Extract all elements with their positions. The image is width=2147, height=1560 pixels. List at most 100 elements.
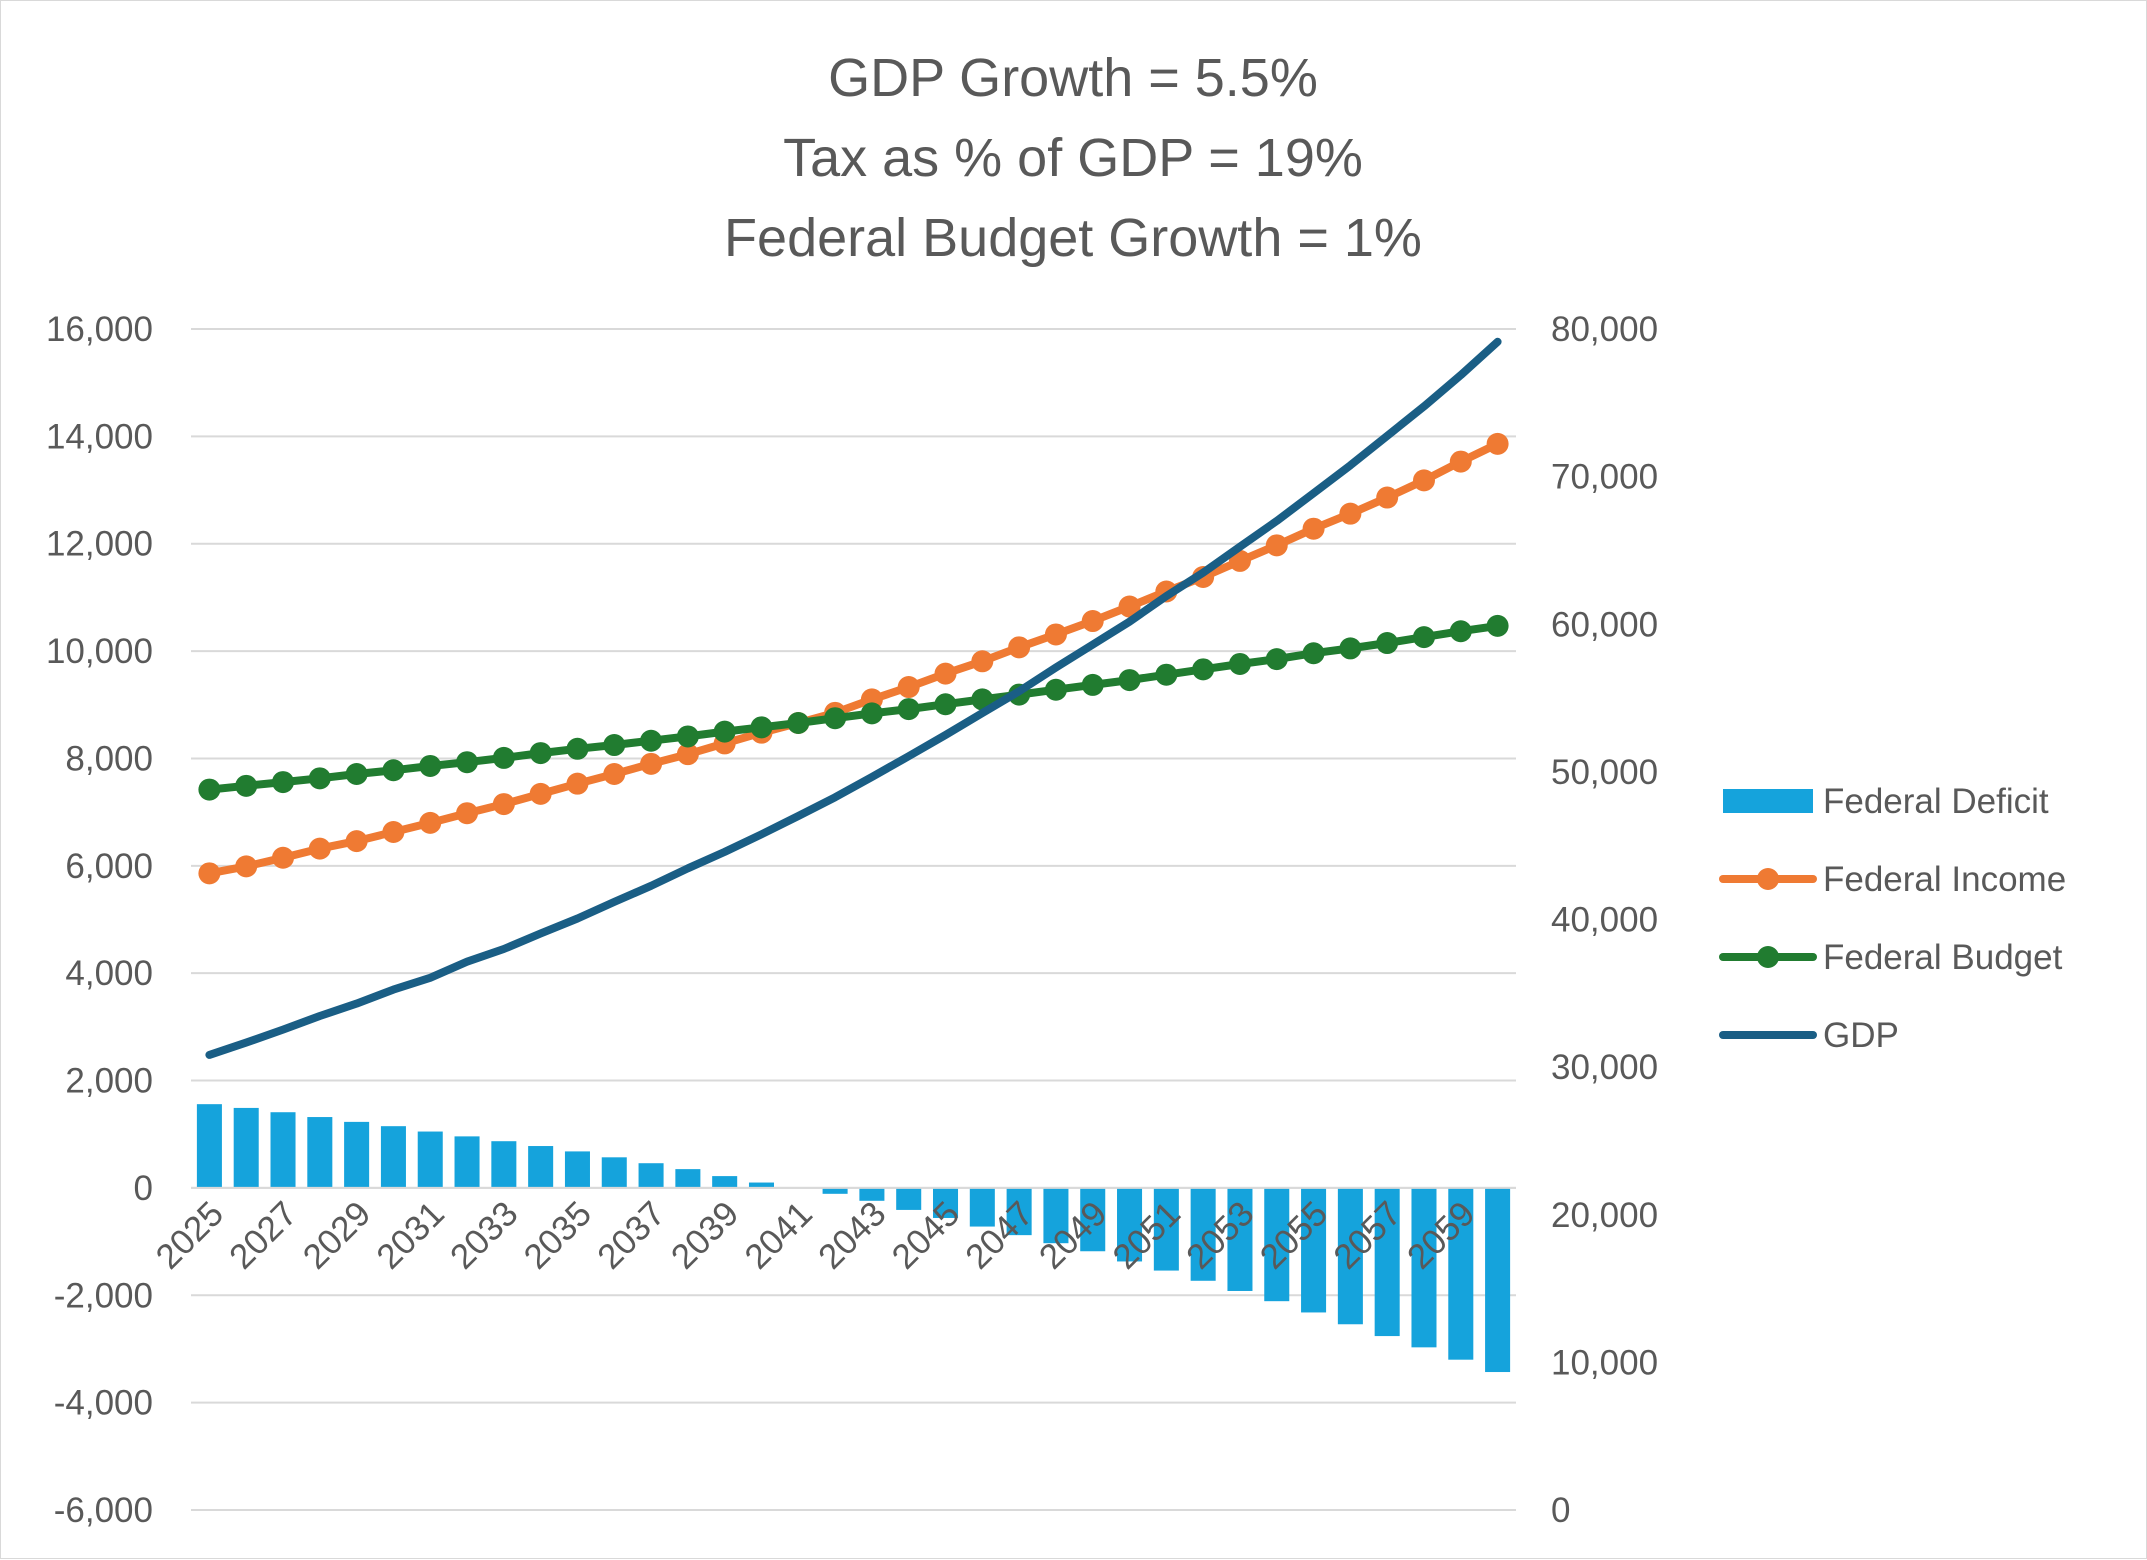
title-line-3: Federal Budget Growth = 1% <box>724 208 1422 268</box>
federal-deficit-bar <box>1485 1187 1511 1373</box>
x-tick-label: 2029 <box>296 1194 379 1277</box>
federal-deficit-bar <box>380 1126 406 1188</box>
x-tick-label: 2041 <box>737 1194 820 1277</box>
federal-deficit-bar <box>1080 1187 1106 1252</box>
federal-deficit-bar <box>344 1121 370 1188</box>
federal-income-point <box>492 793 515 816</box>
left-tick-label: 8,000 <box>65 739 153 778</box>
federal-income-point <box>1044 623 1067 646</box>
federal-budget-point <box>640 729 663 752</box>
federal-income-point <box>382 820 405 843</box>
x-tick-label: 2037 <box>590 1194 673 1277</box>
federal-deficit-bar <box>1374 1187 1400 1337</box>
federal-budget-point <box>1412 626 1435 649</box>
federal-budget-point <box>1486 614 1509 637</box>
right-tick-label: 10,000 <box>1551 1343 1658 1382</box>
federal-deficit-bar <box>1337 1187 1363 1325</box>
right-tick-label: 0 <box>1551 1491 1570 1530</box>
federal-deficit-bars <box>191 1104 1516 1373</box>
federal-income-point <box>1449 450 1472 473</box>
federal-deficit-bar <box>1190 1187 1216 1281</box>
federal-deficit-bar <box>675 1169 701 1188</box>
federal-budget-point <box>1302 642 1325 665</box>
left-tick-label: 12,000 <box>46 525 153 564</box>
federal-income-point <box>1265 534 1288 557</box>
x-tick-label: 2035 <box>516 1194 599 1277</box>
federal-income-point <box>1302 517 1325 540</box>
federal-income-point <box>676 743 699 766</box>
federal-budget-point <box>198 778 221 801</box>
federal-deficit-bar <box>601 1157 627 1188</box>
federal-budget-point <box>1081 673 1104 696</box>
right-axis: 80,000 70,000 60,000 50,000 40,000 30,000 20,0… <box>1551 310 1658 1530</box>
federal-deficit-bar <box>233 1107 259 1188</box>
federal-budget-point <box>1155 663 1178 686</box>
federal-budget-point <box>272 771 295 794</box>
federal-budget-point <box>345 763 368 786</box>
left-tick-label: -4,000 <box>54 1384 153 1423</box>
federal-budget-point <box>750 716 773 739</box>
federal-budget-point <box>1265 648 1288 671</box>
federal-budget-point <box>382 759 405 782</box>
federal-budget-point <box>971 688 994 711</box>
federal-income-point <box>1118 595 1141 618</box>
federal-budget-point <box>1228 652 1251 675</box>
federal-budget-point <box>492 746 515 769</box>
federal-deficit-bar <box>1153 1187 1179 1271</box>
federal-income-point <box>603 763 626 786</box>
federal-budget-point <box>824 707 847 730</box>
federal-deficit-bar <box>896 1187 922 1210</box>
federal-deficit-bar <box>528 1146 554 1188</box>
left-tick-label: 10,000 <box>46 632 153 671</box>
federal-income-point <box>1412 469 1435 492</box>
federal-deficit-bar <box>859 1187 885 1201</box>
federal-deficit-bar <box>748 1182 774 1188</box>
right-tick-label: 60,000 <box>1551 605 1658 644</box>
federal-income-point <box>1008 636 1031 659</box>
federal-income-point <box>198 862 221 885</box>
federal-deficit-bar <box>822 1187 848 1194</box>
left-tick-label: -6,000 <box>54 1491 153 1530</box>
federal-budget-point <box>1376 632 1399 655</box>
chart-title: GDP Growth = 5.5% Tax as % of GDP = 19% Fe… <box>724 48 1422 268</box>
legend-label-gdp: GDP <box>1823 1016 1899 1055</box>
federal-budget-point <box>934 693 957 716</box>
federal-deficit-bar <box>564 1151 590 1188</box>
right-tick-label: 50,000 <box>1551 753 1658 792</box>
federal-income-point <box>456 802 479 825</box>
federal-budget-point <box>787 712 810 735</box>
federal-deficit-bar <box>969 1187 995 1227</box>
right-tick-label: 40,000 <box>1551 901 1658 940</box>
federal-income-point <box>345 830 368 853</box>
federal-income-point <box>640 752 663 775</box>
federal-budget-point <box>713 720 736 743</box>
x-tick-label: 2031 <box>369 1194 452 1277</box>
federal-budget-point <box>419 754 442 777</box>
left-axis: 16,000 14,000 12,000 10,000 8,000 6,000 4,000 2… <box>46 310 153 1530</box>
federal-deficit-bar <box>1301 1187 1327 1313</box>
federal-budget-point <box>308 767 331 790</box>
gdp-line <box>205 337 1502 1059</box>
federal-income-point <box>1376 486 1399 509</box>
federal-budget-point <box>529 742 552 765</box>
federal-budget-point <box>676 725 699 748</box>
federal-deficit-bar <box>270 1112 296 1188</box>
federal-deficit-bar <box>1411 1187 1437 1348</box>
federal-deficit-bar <box>1006 1187 1032 1236</box>
legend-label-federal-budget: Federal Budget <box>1823 938 2063 977</box>
federal-deficit-bar <box>1043 1187 1069 1244</box>
left-tick-label: 4,000 <box>65 954 153 993</box>
series-lines <box>198 337 1509 1059</box>
x-tick-label: 2025 <box>148 1194 231 1277</box>
legend-label-federal-income: Federal Income <box>1823 860 2066 899</box>
legend-swatch-federal-deficit <box>1723 789 1813 813</box>
federal-budget-point <box>1449 620 1472 643</box>
left-tick-label: 14,000 <box>46 417 153 456</box>
legend-marker-federal-income <box>1757 868 1779 890</box>
federal-income-point <box>235 855 258 878</box>
federal-budget-point <box>1339 637 1362 660</box>
right-tick-label: 20,000 <box>1551 1196 1658 1235</box>
x-tick-label: 2043 <box>811 1194 894 1277</box>
